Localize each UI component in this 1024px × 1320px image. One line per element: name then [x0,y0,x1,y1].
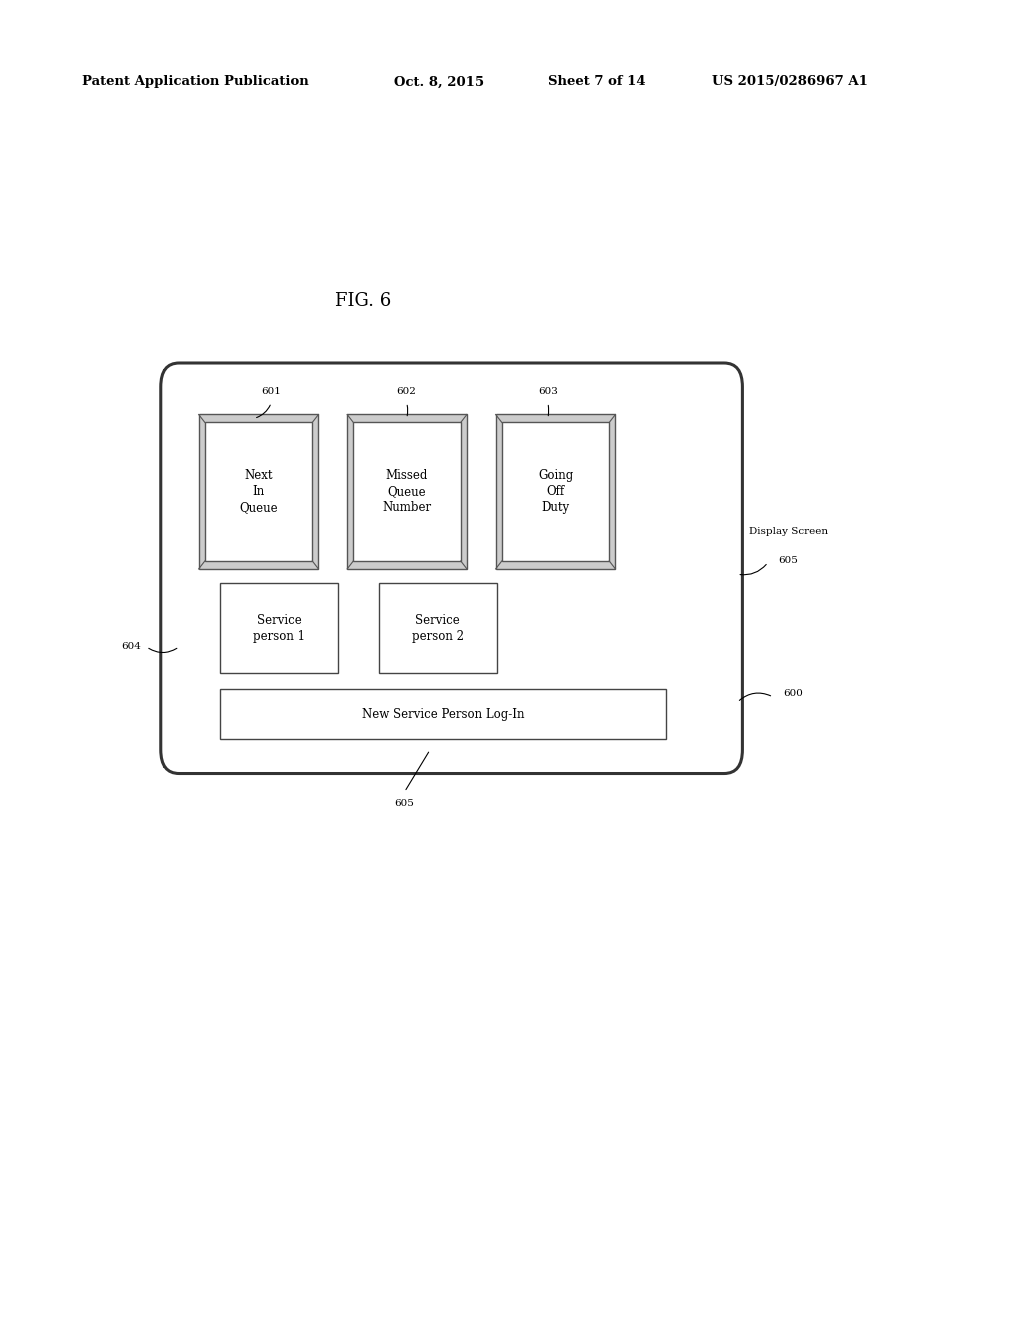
Text: Missed
Queue
Number: Missed Queue Number [383,469,431,515]
Text: 605: 605 [778,556,799,565]
Bar [199,414,318,569]
Bar [205,422,312,561]
FancyBboxPatch shape [161,363,742,774]
Text: Service
person 2: Service person 2 [412,614,464,643]
Bar [379,583,497,673]
Text: Oct. 8, 2015: Oct. 8, 2015 [394,75,484,88]
Bar [502,422,609,561]
Text: 601: 601 [261,387,282,396]
Text: New Service Person Log-In: New Service Person Log-In [361,708,524,721]
Text: Patent Application Publication: Patent Application Publication [82,75,308,88]
Bar [496,414,615,569]
Text: Next
In
Queue: Next In Queue [240,469,278,515]
Bar [220,689,666,739]
Text: Going
Off
Duty: Going Off Duty [538,469,573,515]
Text: 600: 600 [783,689,804,697]
Bar [353,422,461,561]
Text: Display Screen: Display Screen [749,527,828,536]
Bar [220,583,338,673]
Bar [347,414,467,569]
Text: FIG. 6: FIG. 6 [336,292,391,310]
Text: 605: 605 [394,799,415,808]
Text: 603: 603 [538,387,558,396]
Text: Sheet 7 of 14: Sheet 7 of 14 [548,75,645,88]
Text: 602: 602 [396,387,417,396]
Text: 604: 604 [122,643,141,651]
Text: US 2015/0286967 A1: US 2015/0286967 A1 [712,75,867,88]
Text: Service
person 1: Service person 1 [253,614,305,643]
Bar [164,370,737,766]
